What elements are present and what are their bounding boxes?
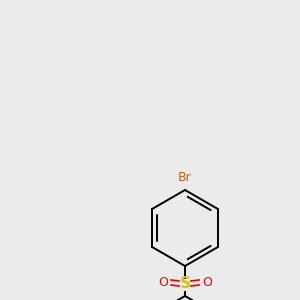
Text: S: S [179,277,191,292]
Text: O: O [202,275,212,289]
Text: O: O [158,275,168,289]
Text: Br: Br [178,171,192,184]
